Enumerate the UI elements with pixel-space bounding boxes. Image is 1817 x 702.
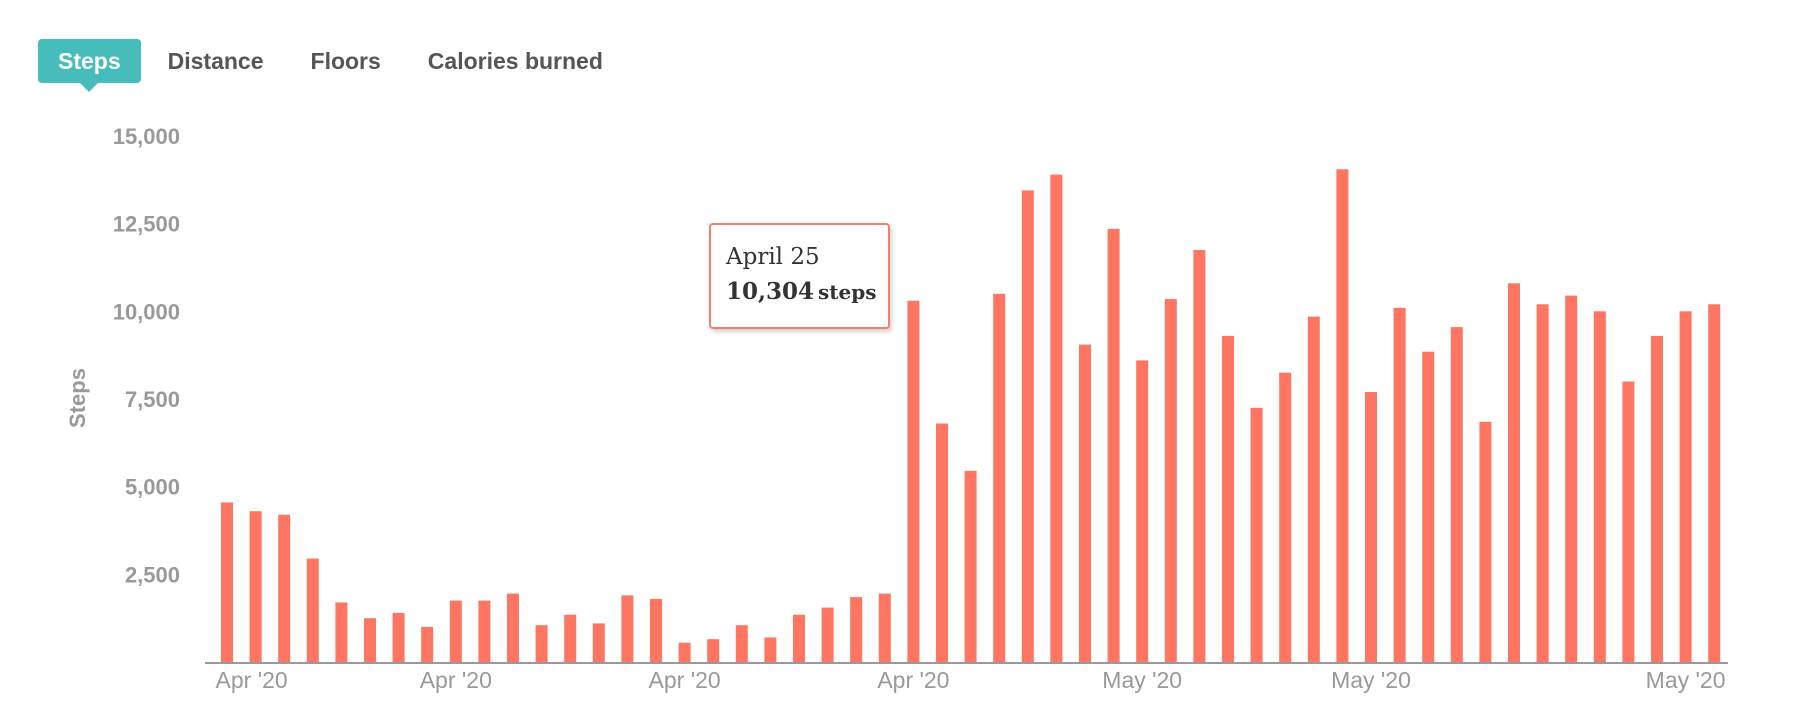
bar-43[interactable] <box>1450 327 1463 662</box>
bar-27[interactable] <box>993 293 1006 662</box>
bar-2[interactable] <box>278 514 291 662</box>
bar-32[interactable] <box>1136 360 1149 662</box>
bar-28[interactable] <box>1021 190 1034 662</box>
y-tick-label: 15,000 <box>113 124 180 149</box>
bar-8[interactable] <box>449 600 462 662</box>
bar-12[interactable] <box>564 614 577 662</box>
bar-3[interactable] <box>306 558 319 662</box>
y-tick-label: 12,500 <box>113 212 180 237</box>
y-tick-label: 10,000 <box>113 299 180 324</box>
bar-31[interactable] <box>1107 228 1120 662</box>
bar-15[interactable] <box>650 598 662 662</box>
bar-46[interactable] <box>1536 304 1549 662</box>
bar-36[interactable] <box>1250 407 1263 662</box>
bar-45[interactable] <box>1508 283 1520 662</box>
tooltip-value-line: 10,304 steps <box>726 273 888 311</box>
x-tick-label: Apr '20 <box>216 667 288 693</box>
bar-38[interactable] <box>1307 316 1320 662</box>
bar-25[interactable] <box>936 423 948 663</box>
tab-calories-burned[interactable]: Calories burned <box>427 47 603 74</box>
bar-1[interactable] <box>249 511 262 662</box>
bar-14[interactable] <box>621 595 634 662</box>
bar-37[interactable] <box>1279 372 1292 662</box>
bar-51[interactable] <box>1679 311 1692 662</box>
bar-24[interactable] <box>907 300 920 662</box>
tooltip-value: 10,304 <box>726 278 815 305</box>
bar-23[interactable] <box>878 593 891 662</box>
x-tick-label: Apr '20 <box>877 667 949 693</box>
y-tick-label: 2,500 <box>125 562 180 587</box>
bar-30[interactable] <box>1079 344 1091 662</box>
x-tick-label: May '20 <box>1646 667 1726 693</box>
bar-40[interactable] <box>1365 392 1377 662</box>
bar-49[interactable] <box>1622 381 1635 663</box>
bar-5[interactable] <box>364 618 376 662</box>
y-tick-label: 7,500 <box>125 387 180 412</box>
bar-0[interactable] <box>221 502 233 662</box>
bar-44[interactable] <box>1479 421 1492 662</box>
tab-floors[interactable]: Floors <box>310 47 381 74</box>
bar-7[interactable] <box>421 626 434 662</box>
bar-29[interactable] <box>1050 174 1063 662</box>
y-axis-ticks: 2,500 5,000 7,500 10,000 12,500 15,000 <box>113 124 180 587</box>
bar-6[interactable] <box>392 612 405 662</box>
bar-48[interactable] <box>1593 311 1606 662</box>
bar-18[interactable] <box>735 625 748 662</box>
bar-50[interactable] <box>1651 335 1663 662</box>
bars-group <box>221 169 1721 663</box>
bar-4[interactable] <box>335 602 348 662</box>
bar-20[interactable] <box>793 614 805 662</box>
bar-13[interactable] <box>592 623 605 662</box>
x-axis-ticks: Apr '20 Apr '20 Apr '20 Apr '20 May '20 May '… <box>216 667 1726 693</box>
bar-22[interactable] <box>850 597 863 662</box>
bar-16[interactable] <box>678 642 691 662</box>
tab-steps[interactable]: Steps <box>38 39 141 92</box>
bar-21[interactable] <box>821 607 834 662</box>
bar-17[interactable] <box>707 639 720 662</box>
bar-41[interactable] <box>1393 307 1406 662</box>
bar-9[interactable] <box>478 600 491 662</box>
y-axis-label: Steps <box>65 368 90 428</box>
bar-39[interactable] <box>1336 169 1349 663</box>
bar-52[interactable] <box>1708 304 1721 662</box>
bar-42[interactable] <box>1422 351 1435 662</box>
bar-19[interactable] <box>764 637 777 663</box>
x-tick-label: May '20 <box>1102 667 1182 693</box>
bar-tooltip: April 25 10,304 steps <box>709 223 890 329</box>
bar-26[interactable] <box>964 470 977 662</box>
x-tick-label: Apr '20 <box>420 667 492 693</box>
x-tick-label: Apr '20 <box>649 667 721 693</box>
bar-11[interactable] <box>535 625 548 662</box>
bar-33[interactable] <box>1164 299 1177 662</box>
bar-34[interactable] <box>1193 250 1206 662</box>
x-tick-label: May '20 <box>1331 667 1411 693</box>
tooltip-unit: steps <box>818 280 877 304</box>
metric-tabs: Steps Distance Floors Calories burned <box>38 39 650 92</box>
tab-distance[interactable]: Distance <box>167 47 264 74</box>
tooltip-date: April 25 <box>726 244 820 270</box>
bar-35[interactable] <box>1222 335 1234 662</box>
bar-10[interactable] <box>507 593 519 662</box>
y-tick-label: 5,000 <box>125 475 180 500</box>
bar-47[interactable] <box>1565 295 1578 662</box>
